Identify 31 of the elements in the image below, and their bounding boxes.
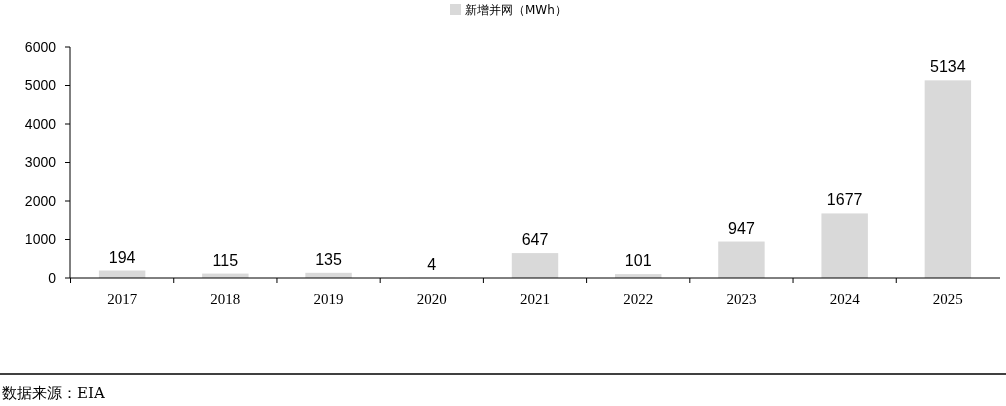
bar: [718, 241, 765, 278]
data-label: 947: [728, 219, 755, 237]
data-label: 115: [212, 251, 239, 269]
y-tick-label: 1000: [24, 231, 57, 248]
legend-label: 新增并网（MWh）: [465, 3, 567, 17]
y-tick-label: 6000: [24, 38, 57, 55]
x-tick-label: 2019: [313, 291, 344, 307]
x-tick-label: 2018: [210, 291, 241, 307]
data-label: 1677: [826, 191, 863, 209]
data-label: 4: [427, 255, 437, 273]
x-tick-label: 2020: [416, 291, 447, 307]
x-tick-label: 2021: [520, 291, 550, 307]
data-label: 194: [108, 248, 136, 266]
bar: [511, 253, 559, 278]
data-label: 647: [521, 231, 549, 249]
x-tick-label: 2022: [623, 291, 654, 307]
data-label: 5134: [930, 58, 966, 76]
bar: [821, 213, 868, 278]
data-label: 135: [315, 250, 343, 268]
bar: [924, 80, 972, 278]
y-tick-label: 4000: [24, 115, 57, 132]
y-tick-label: 5000: [24, 77, 57, 94]
y-tick-label: 2000: [24, 192, 57, 209]
source-note: 数据来源：EIA: [2, 384, 105, 402]
x-tick-label: 2017: [107, 291, 138, 307]
x-tick-label: 2023: [726, 291, 757, 307]
x-tick-label: 2025: [932, 291, 963, 307]
y-tick-label: 0: [48, 269, 57, 286]
data-label: 101: [624, 252, 652, 270]
y-tick-label: 3000: [24, 154, 57, 171]
x-tick-label: 2024: [829, 291, 861, 307]
